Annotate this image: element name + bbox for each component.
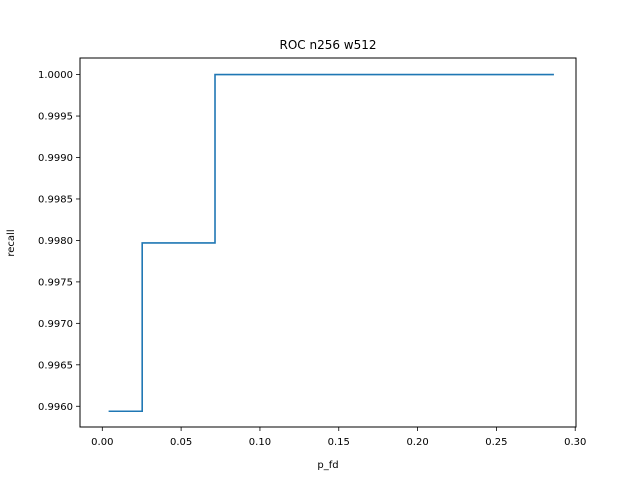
y-tick-label: 0.9985 bbox=[38, 194, 73, 205]
x-tick-label: 0.15 bbox=[328, 437, 350, 448]
y-tick-label: 0.9960 bbox=[38, 402, 73, 413]
roc-series-line bbox=[108, 73, 554, 413]
y-tick-label: 0.9990 bbox=[38, 153, 73, 164]
x-tick-label: 0.00 bbox=[91, 437, 113, 448]
plot-area bbox=[108, 73, 554, 413]
y-tick-label: 0.9995 bbox=[38, 112, 73, 123]
y-tick-label: 0.9980 bbox=[38, 236, 73, 247]
axes-frame bbox=[79, 57, 577, 428]
x-tick-label: 0.05 bbox=[170, 437, 192, 448]
x-axis: 0.00 0.05 0.10 0.15 0.20 0.25 0.30 bbox=[91, 427, 586, 448]
y-tick-label: 0.9975 bbox=[38, 277, 73, 288]
x-tick-label: 0.25 bbox=[485, 437, 507, 448]
x-tick-label: 0.10 bbox=[249, 437, 271, 448]
y-tick-label: 1.0000 bbox=[38, 70, 73, 81]
y-tick-label: 0.9970 bbox=[38, 319, 73, 330]
chart-title: ROC n256 w512 bbox=[279, 38, 376, 52]
y-axis: 0.9960 0.9965 0.9970 0.9975 0.9980 0.9985 0.99… bbox=[38, 70, 80, 413]
y-axis-label: recall bbox=[6, 229, 17, 256]
x-axis-label: p_fd bbox=[317, 460, 338, 471]
y-tick-label: 0.9965 bbox=[38, 360, 73, 371]
x-tick-label: 0.20 bbox=[406, 437, 428, 448]
x-tick-label: 0.30 bbox=[564, 437, 586, 448]
